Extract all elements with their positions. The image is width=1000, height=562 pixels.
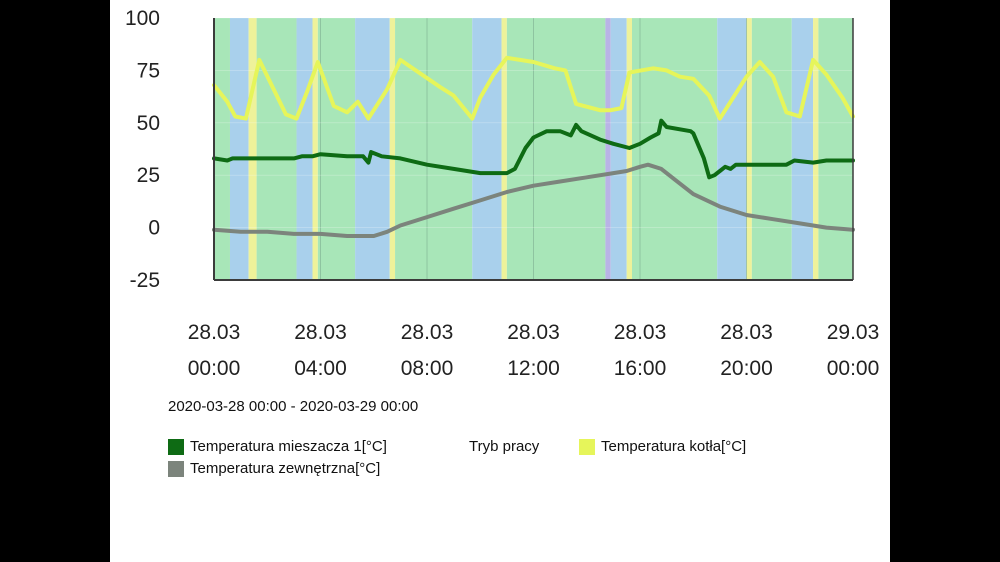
y-tick-label: 75 (137, 59, 160, 82)
mode-band-start (312, 18, 318, 280)
mode-band-heat (317, 18, 356, 280)
legend-item-mode[interactable]: Tryb pracy (469, 438, 539, 455)
x-tick-time: 00:00 (188, 357, 241, 380)
y-tick-label: -25 (130, 269, 160, 292)
mode-band-start (746, 18, 752, 280)
mode-band-idle (717, 18, 747, 280)
legend-swatch-mixer (168, 438, 184, 455)
y-tick-label: 0 (148, 217, 160, 240)
x-tick-time: 00:00 (827, 357, 880, 380)
mode-band-heat (256, 18, 297, 280)
mode-band-heat (506, 18, 606, 280)
y-tick-label: 100 (125, 7, 160, 30)
legend-item-boiler[interactable]: Temperatura kotła[°C] (579, 438, 746, 455)
x-tick-time: 04:00 (294, 357, 347, 380)
mode-band-start (248, 18, 257, 280)
mode-band-heat (818, 18, 853, 280)
axes (213, 18, 854, 281)
x-tick-time: 12:00 (507, 357, 560, 380)
x-tick-date: 29.03 (827, 321, 880, 344)
legend-label-boiler: Temperatura kotła[°C] (601, 438, 747, 455)
series-line-0 (212, 118, 855, 180)
mode-band-heat (632, 18, 718, 280)
mode-band-start (813, 18, 819, 280)
x-tick-date: 28.03 (720, 321, 773, 344)
series-lines (212, 55, 855, 238)
legend-item-outdoor[interactable]: Temperatura zewnętrzna[°C] (168, 460, 380, 477)
mode-band-idle (472, 18, 502, 280)
chart-panel: 100 75 50 25 0 -25 28.03 00:00 28.03 04:00 28.03 0… (110, 0, 890, 562)
series-line-1 (212, 55, 855, 121)
date-range-label: 2020-03-28 00:00 - 2020-03-29 00:00 (168, 398, 419, 415)
mode-band-idle (610, 18, 627, 280)
mode-band-heat (751, 18, 792, 280)
series-line-2 (212, 162, 855, 238)
y-tick-label: 50 (137, 112, 160, 135)
mode-band-idle (229, 18, 249, 280)
x-tick-date: 28.03 (188, 321, 241, 344)
mode-band-idle (355, 18, 390, 280)
legend-item-mixer[interactable]: Temperatura mieszacza 1[°C] (168, 438, 387, 455)
x-tick-date: 28.03 (294, 321, 347, 344)
x-tick-time: 16:00 (614, 357, 667, 380)
mode-band-heat (214, 18, 230, 280)
mode-band-idle (791, 18, 814, 280)
y-tick-labels: 100 75 50 25 0 -25 (125, 7, 160, 292)
mode-band-pause (605, 18, 611, 280)
temperature-chart: 100 75 50 25 0 -25 28.03 00:00 28.03 04:00 28.03 0… (125, 7, 880, 380)
x-tick-date: 28.03 (507, 321, 560, 344)
mode-band-heat (395, 18, 473, 280)
legend-label-mode: Tryb pracy (469, 438, 540, 455)
x-tick-labels: 28.03 00:00 28.03 04:00 28.03 08:00 28.03 12:00… (188, 321, 880, 380)
x-tick-date: 28.03 (614, 321, 667, 344)
mode-band-idle (296, 18, 313, 280)
mode-band-start (501, 18, 507, 280)
legend-swatch-outdoor (168, 460, 184, 477)
legend-label-outdoor: Temperatura zewnętrzna[°C] (190, 460, 381, 477)
mode-band-start (389, 18, 396, 280)
x-tick-time: 20:00 (720, 357, 773, 380)
x-tick-date: 28.03 (401, 321, 454, 344)
legend-label-mixer: Temperatura mieszacza 1[°C] (190, 438, 387, 455)
y-tick-label: 25 (137, 164, 160, 187)
x-tick-time: 08:00 (401, 357, 454, 380)
legend-swatch-boiler (579, 438, 595, 455)
